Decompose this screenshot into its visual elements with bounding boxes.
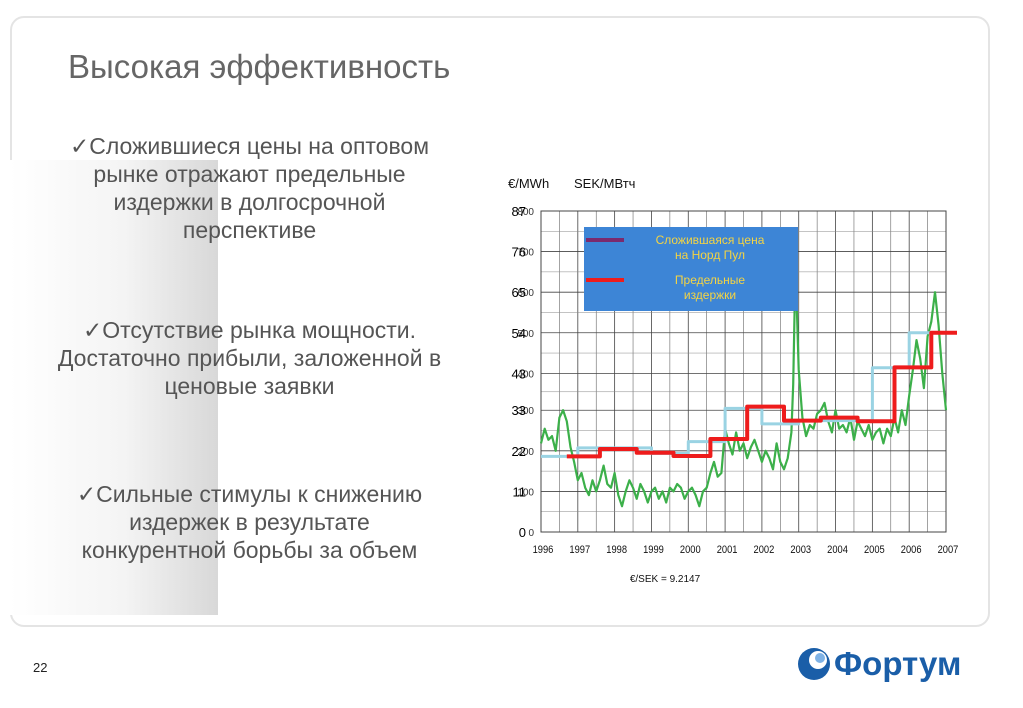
bullet-line: издержки в долгосрочной [113,189,386,215]
x-tick-label: 2007 [938,544,959,556]
y-tick-label-eur: 76 [512,245,526,260]
legend-label: на Норд Пул [675,248,745,262]
x-tick-label: 1999 [643,544,664,556]
logo-mark-inner [815,653,825,663]
bullet-line: ✓Отсутствие рынка мощности. [82,317,417,343]
y-tick-label-eur: 11 [513,484,527,499]
bullet-line: Достаточно прибыли, заложенной в [57,345,442,371]
x-tick-label: 2005 [864,544,885,556]
y-tick-label-eur: 87 [512,204,526,219]
bullet-line: издержек в результате [129,509,370,535]
chart-series [539,287,957,508]
bullet-cost-incentives: ✓Сильные стимулы к снижению издержек в р… [22,480,477,564]
x-tick-label: 2003 [790,544,811,556]
y-tick-label-sek: 100 [517,487,534,498]
x-tick-label: 2001 [717,544,738,556]
bullet-line: рынке отражают предельные [93,161,406,187]
legend-label: Предельные [675,273,745,287]
x-tick-label: 1998 [606,544,627,556]
x-tick-label: 2002 [754,544,775,556]
exchange-rate-note: €/SEK = 9.2147 [630,574,701,585]
series-marginal-cost [566,330,957,459]
y-tick-label-eur: 54 [512,326,526,341]
y-tick-label-eur: 0 [519,525,526,540]
y-tick-label-sek: 700 [517,248,534,259]
legend-label: Сложившаяся цена [656,233,765,247]
y-tick-label-eur: 22 [512,444,526,459]
y-tick-label-sek: 400 [517,369,534,380]
y-tick-label-sek: 500 [517,329,534,340]
unit-label-eur: €/MWh [508,176,549,191]
plot-area [540,210,947,533]
bullet-line: перспективе [182,217,317,243]
series-reference-steps [541,331,946,458]
y-tick-label-eur: 33 [512,403,526,418]
chart-ticks: 1996 1997 1998 1999 2000 2001 2002 2003 2004 2005… [512,204,959,556]
x-tick-label: 1997 [569,544,590,556]
bullet-market-prices: ✓Сложившиеся цены на оптовом рынке отраж… [22,132,477,244]
unit-label-sek: SEK/MВтч [574,176,635,191]
page-title: Высокая эффективность [68,48,451,85]
y-tick-label-sek: 600 [517,288,534,299]
bullet-line: ✓Сложившиеся цены на оптовом [69,133,430,159]
bullet-line: конкурентной борьбы за объем [81,537,418,563]
y-tick-label-sek: 800 [517,207,534,218]
bullet-line: ценовые заявки [164,373,335,399]
x-tick-label: 1996 [533,544,554,556]
page-number: 22 [33,660,48,675]
series-nordpool-price [539,287,948,508]
bullet-capacity-market: ✓Отсутствие рынка мощности. Достаточно п… [22,316,477,400]
y-tick-label-sek: 200 [517,447,534,458]
y-tick-label-eur: 43 [512,366,526,381]
x-tick-label: 2004 [827,544,848,556]
logo-text: Фортум [834,645,962,682]
left-gradient-panel [10,160,218,615]
bullet-line: ✓Сильные стимулы к снижению [76,481,423,507]
x-tick-label: 2000 [680,544,701,556]
y-tick-label-eur: 65 [512,285,526,300]
y-tick-label-sek: 300 [517,406,534,417]
fortum-logo [798,648,830,680]
legend-label: издержки [684,288,736,302]
x-tick-label: 2006 [901,544,922,556]
y-tick-label-sek: 0 [528,528,534,539]
